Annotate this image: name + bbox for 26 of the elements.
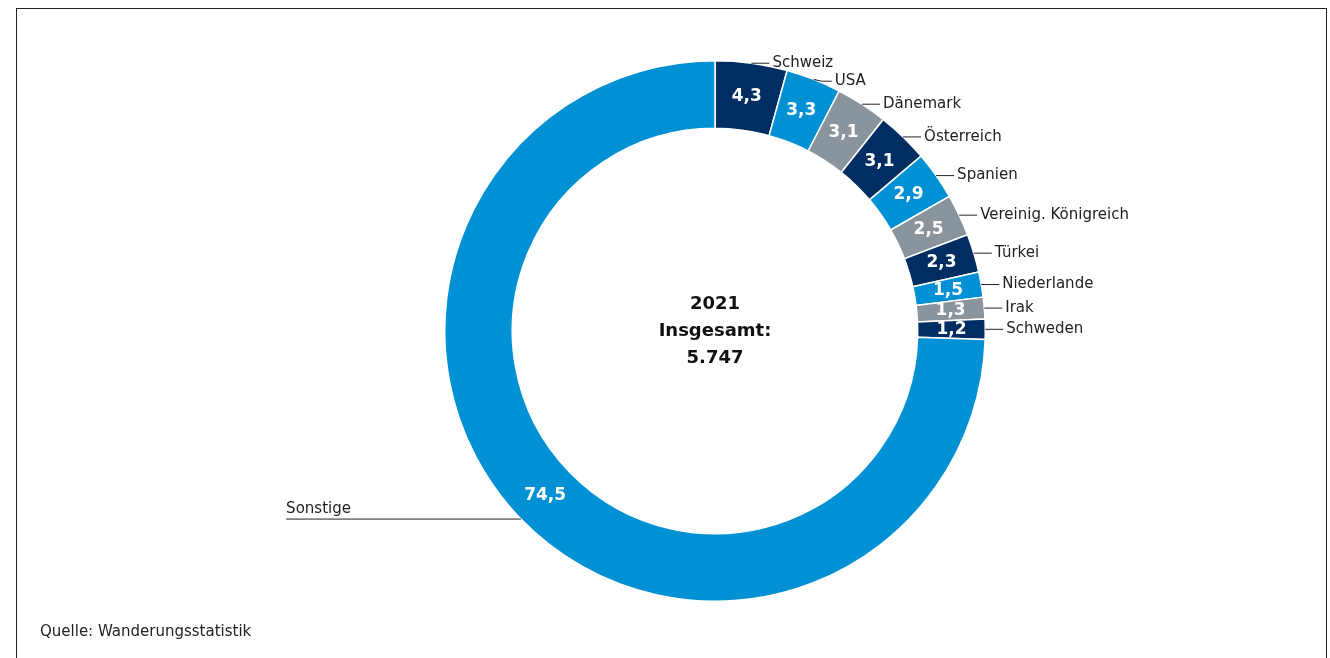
- data-label: 3,1: [864, 149, 895, 170]
- data-label: 2,9: [893, 183, 924, 204]
- slice-label: Schweden: [1006, 319, 1084, 338]
- text: Insgesamt:: [658, 318, 772, 340]
- slice-label: USA: [834, 71, 867, 90]
- slice-label: Vereinig. Königreich: [980, 205, 1129, 224]
- text: 2021: [689, 291, 741, 313]
- data-label: 1,2: [936, 317, 967, 338]
- data-label: 3,3: [786, 99, 817, 120]
- data-label: 2,5: [913, 218, 944, 239]
- text: 5.747: [686, 345, 744, 367]
- slice-label: Irak: [1005, 297, 1035, 316]
- source-note: Quelle: Wanderungsstatistik: [40, 622, 252, 640]
- data-label: 1,5: [932, 278, 964, 299]
- slice-label: Österreich: [924, 125, 1002, 145]
- data-label: 4,3: [731, 85, 762, 106]
- slice-label: Spanien: [957, 165, 1018, 184]
- slice-label: Niederlande: [1002, 274, 1094, 293]
- slice-label: Türkei: [993, 243, 1040, 262]
- data-label: 3,1: [828, 120, 859, 141]
- slice-label: Schweiz: [772, 53, 834, 72]
- data-label: 1,3: [935, 299, 966, 320]
- slice-label: Dänemark: [882, 94, 962, 113]
- data-label: 2,3: [926, 251, 957, 272]
- slice-label: Sonstige: [286, 499, 351, 518]
- data-label: 74,5: [524, 483, 567, 504]
